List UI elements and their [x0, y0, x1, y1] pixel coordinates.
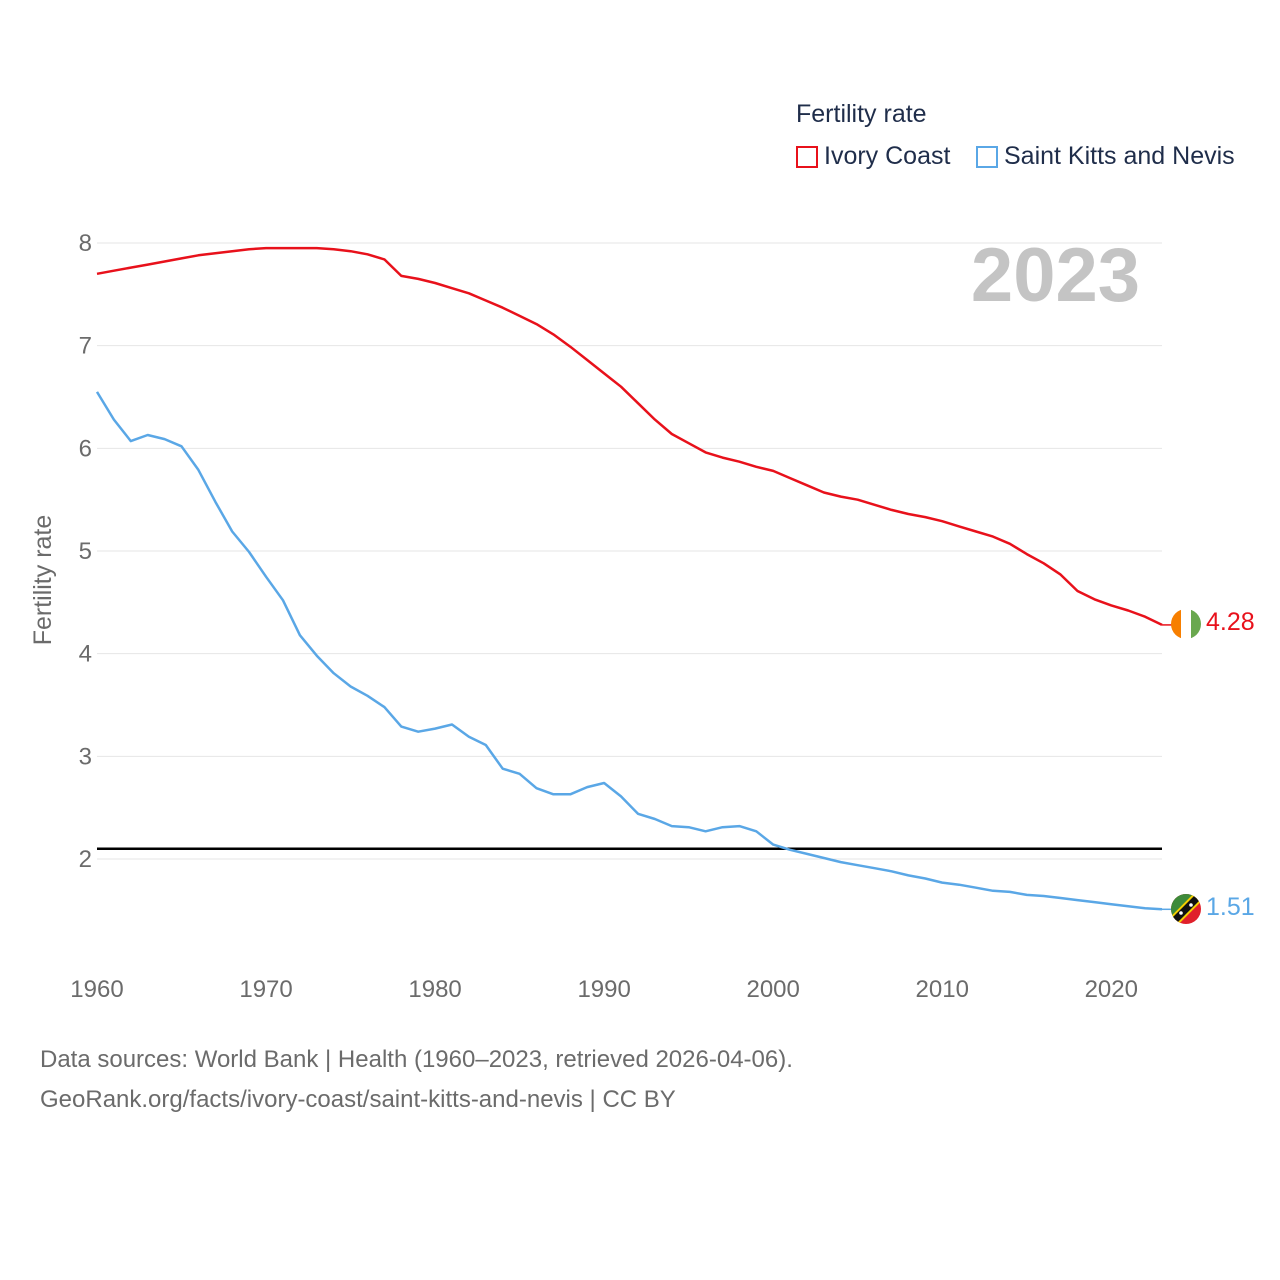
y-tick-label-4: 4 [79, 641, 92, 668]
ivory-coast-end-label: 4.28 [1206, 608, 1255, 636]
y-axis-ticks: 2 3 4 5 6 7 8 [79, 230, 92, 873]
y-tick-label-5: 5 [79, 538, 92, 565]
year-stamp: 2023 [970, 233, 1140, 318]
grid-lines [97, 242, 1162, 860]
saint-kitts-flag-icon [1171, 894, 1201, 924]
legend-label-ivory-coast: Ivory Coast [824, 142, 951, 170]
x-tick-label-1980: 1980 [408, 976, 461, 1003]
saint-kitts-end-label: 1.51 [1206, 893, 1255, 921]
legend-item-saint-kitts-and-nevis[interactable]: Saint Kitts and Nevis [976, 142, 1235, 171]
x-tick-label-1990: 1990 [577, 976, 630, 1003]
x-tick-label-2010: 2010 [916, 976, 969, 1003]
y-tick-label-8: 8 [79, 230, 92, 257]
y-tick-label-6: 6 [79, 435, 92, 462]
footer-sources: Data sources: World Bank | Health (1960–… [40, 1046, 793, 1073]
legend-title: Fertility rate [796, 100, 927, 128]
series-line-ivory-coast [96, 246, 1163, 627]
x-tick-label-2020: 2020 [1085, 976, 1138, 1003]
legend-item-ivory-coast[interactable]: Ivory Coast [796, 142, 950, 171]
x-tick-label-1970: 1970 [239, 976, 292, 1003]
x-axis-ticks: 1960 1970 1980 1990 2000 2010 2020 [70, 976, 1138, 1003]
x-tick-label-1960: 1960 [70, 976, 123, 1003]
x-tick-label-2000: 2000 [746, 976, 799, 1003]
y-tick-label-7: 7 [79, 333, 92, 360]
footer-link[interactable]: GeoRank.org/facts/ivory-coast/saint-kitt… [40, 1086, 676, 1113]
y-tick-label-3: 3 [79, 743, 92, 770]
legend-swatch-ivory-coast [796, 145, 818, 168]
y-tick-label-2: 2 [79, 846, 92, 873]
series-lines [95, 246, 1172, 911]
ivory-coast-flag-icon [1171, 609, 1201, 639]
legend-swatch-saint-kitts-and-nevis [976, 145, 998, 168]
series-line-saint-kitts-and-nevis [95, 391, 1163, 911]
y-axis-title: Fertility rate [29, 515, 57, 646]
legend-label-saint-kitts-and-nevis: Saint Kitts and Nevis [1004, 142, 1235, 170]
